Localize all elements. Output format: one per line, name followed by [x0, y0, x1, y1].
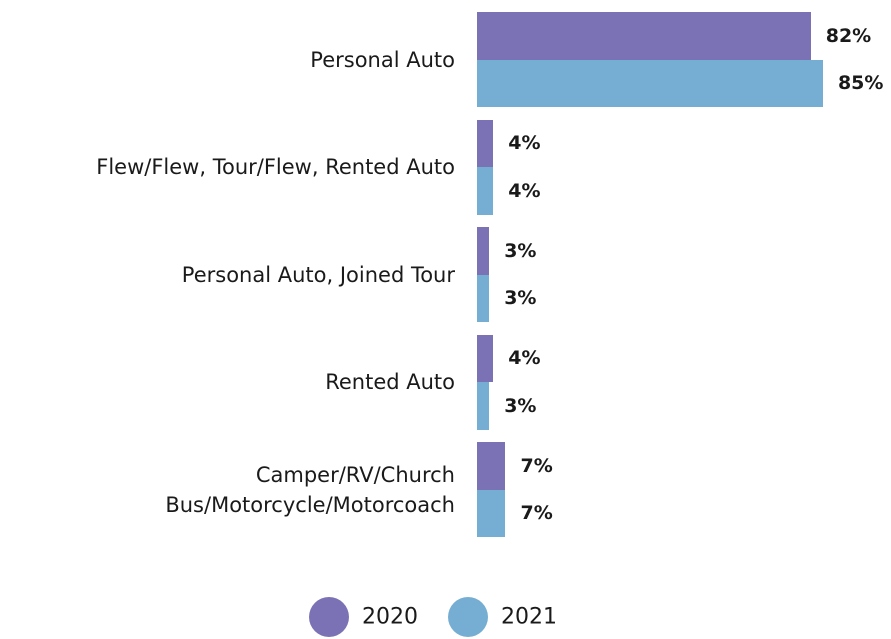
bar [477, 227, 490, 275]
legend-marker [309, 597, 349, 637]
legend-marker [448, 597, 488, 637]
bar [477, 382, 490, 430]
data-label: 7% [520, 502, 553, 525]
bar [477, 12, 811, 60]
data-label: 82% [825, 24, 872, 47]
legend-label: 2021 [501, 604, 557, 630]
data-label: 85% [837, 72, 884, 95]
data-label: 3% [504, 239, 537, 262]
bar [477, 59, 823, 107]
category-label: Personal Auto [310, 47, 455, 72]
bar [477, 442, 506, 490]
category-label: Rented Auto [325, 370, 455, 394]
category-label: Camper/RV/Church Bus/Motorcycle/Motorcoa… [165, 462, 455, 517]
bar [477, 274, 490, 322]
bar [477, 334, 494, 382]
bar [477, 119, 494, 167]
data-label: 4% [508, 132, 541, 155]
bar [477, 489, 506, 537]
legend-label: 2020 [362, 604, 418, 630]
bar [477, 167, 494, 215]
data-label: 3% [504, 287, 537, 310]
data-label: 7% [520, 454, 553, 477]
category-label: Personal Auto, Joined Tour [181, 262, 455, 287]
category-label: Flew/Flew, Tour/Flew, Rented Auto [96, 155, 455, 179]
data-label: 3% [504, 394, 537, 417]
data-label: 4% [508, 347, 541, 370]
data-label: 4% [508, 179, 541, 202]
